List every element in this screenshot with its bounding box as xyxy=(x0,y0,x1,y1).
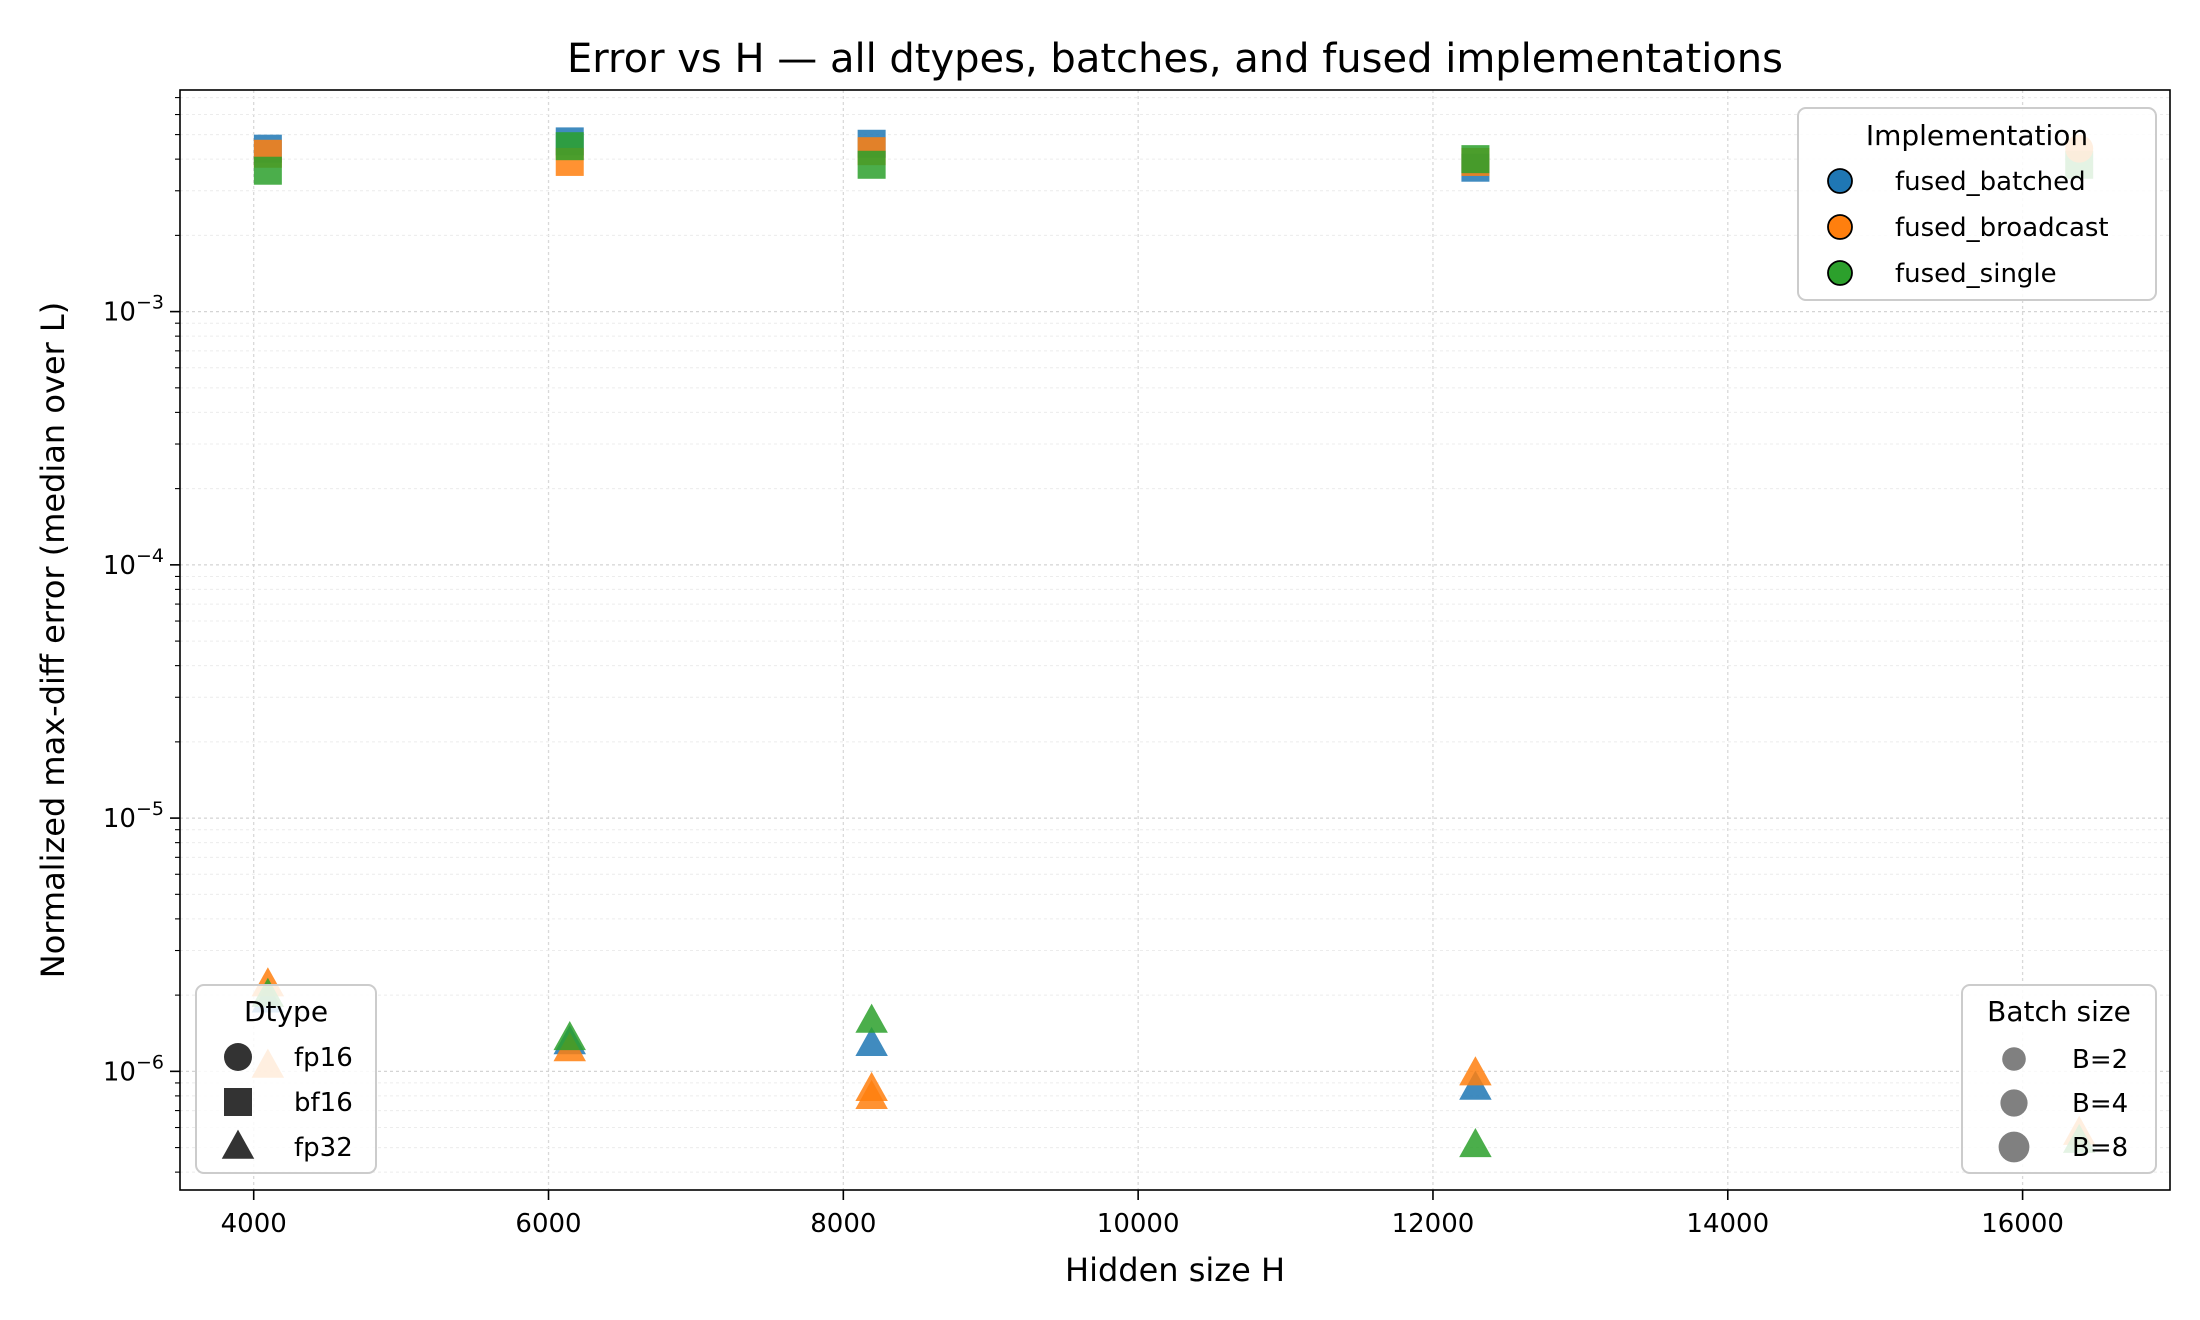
legend-implementation: Implementation fused_batched fused_broadc… xyxy=(1797,107,2157,301)
legend-dtype-title: Dtype xyxy=(244,995,328,1028)
legend-label-fused_single: fused_single xyxy=(1895,259,2057,289)
x-tick-label: 12000 xyxy=(1392,1209,1475,1239)
legend-implementation-title: Implementation xyxy=(1866,119,2088,152)
x-tick-label: 10000 xyxy=(1097,1209,1180,1239)
y-tick-label: 10−4 xyxy=(103,545,164,581)
legend-marker-fused_broadcast xyxy=(1827,214,1853,240)
legend-dtype: Dtype fp16 bf16 fp32 xyxy=(195,984,377,1174)
legend-label-bf16: bf16 xyxy=(294,1088,353,1118)
legend-batch-title: Batch size xyxy=(1987,995,2131,1028)
data-point-fused_single-fp32 xyxy=(1459,1128,1492,1158)
legend-marker-fused_single xyxy=(1827,260,1853,286)
legend-marker-fused_batched xyxy=(1827,168,1853,194)
x-tick-label: 6000 xyxy=(515,1209,581,1239)
data-point-fused_single-bf16 xyxy=(857,150,886,179)
x-tick-label: 14000 xyxy=(1686,1209,1769,1239)
x-axis-label: Hidden size H xyxy=(1065,1251,1285,1289)
data-point-fused_single-bf16 xyxy=(555,132,584,161)
legend-marker-fp32 xyxy=(221,1129,255,1159)
y-tick-label: 10−6 xyxy=(103,1051,164,1087)
y-tick-label: 10−5 xyxy=(103,798,164,834)
legend-batch: Batch size B=2 B=4 B=8 xyxy=(1961,984,2157,1174)
legend-marker-fp16 xyxy=(224,1043,252,1071)
legend-marker-B=4 xyxy=(2000,1089,2028,1117)
data-point-fused_batched-fp32 xyxy=(855,1026,888,1056)
legend-label-fused_broadcast: fused_broadcast xyxy=(1895,213,2109,243)
data-point-fused_single-fp32 xyxy=(855,1003,888,1033)
data-point-fused_broadcast-fp32 xyxy=(855,1079,888,1110)
y-axis-label: Normalized max-diff error (median over L… xyxy=(34,302,72,978)
legend-label-B=2: B=2 xyxy=(2072,1045,2128,1075)
legend-label-fp16: fp16 xyxy=(294,1043,353,1073)
legend-label-fused_batched: fused_batched xyxy=(1895,167,2086,197)
data-point-fused_broadcast-fp32 xyxy=(1459,1056,1492,1086)
x-tick-label: 8000 xyxy=(810,1209,876,1239)
data-point-fused_single-bf16 xyxy=(1461,145,1490,174)
legend-marker-bf16 xyxy=(224,1088,252,1116)
chart-title: Error vs H — all dtypes, batches, and fu… xyxy=(567,36,1783,82)
plot-frame xyxy=(179,89,2171,1191)
legend-marker-B=2 xyxy=(2002,1047,2026,1071)
legend-label-B=8: B=8 xyxy=(2072,1133,2128,1163)
legend-marker-B=8 xyxy=(1998,1131,2030,1163)
legend-label-fp32: fp32 xyxy=(294,1133,353,1163)
data-point-fused_single-fp32 xyxy=(553,1020,586,1051)
x-tick-label: 4000 xyxy=(221,1209,287,1239)
y-tick-label: 10−3 xyxy=(103,292,164,328)
x-tick-label: 16000 xyxy=(1981,1209,2064,1239)
legend-label-B=4: B=4 xyxy=(2072,1089,2128,1119)
data-point-fused_single-bf16 xyxy=(253,156,282,185)
